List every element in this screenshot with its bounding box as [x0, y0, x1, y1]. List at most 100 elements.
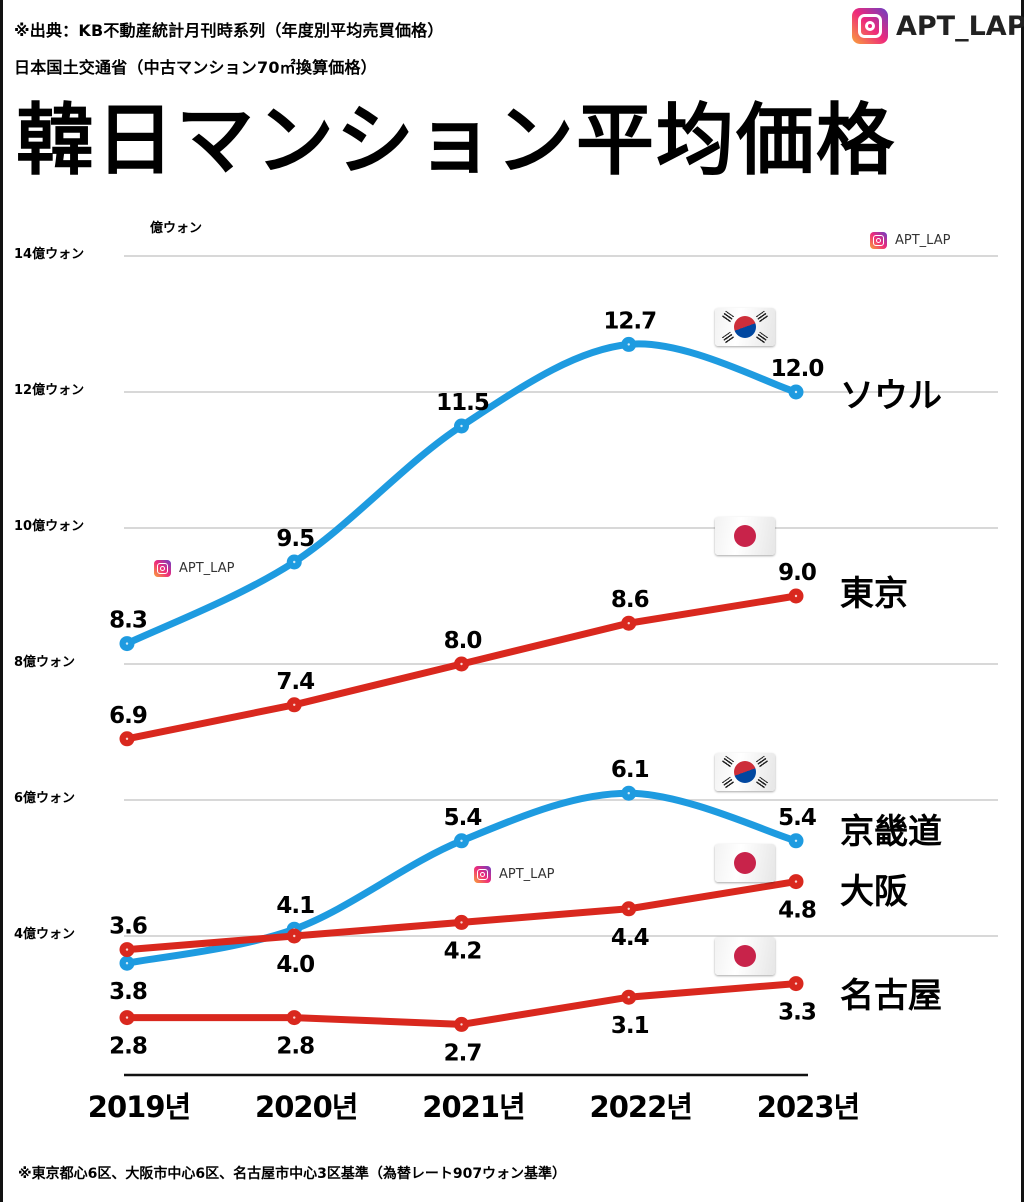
data-label: 8.0 — [444, 628, 482, 654]
data-label: 2.8 — [276, 1034, 314, 1060]
instagram-icon — [154, 560, 171, 577]
series-大阪: 3.6 4.0 4.2 4.4 4.8 — [109, 874, 817, 978]
y-tick-label: 8億ウォン — [14, 654, 75, 670]
data-label: 5.4 — [444, 805, 482, 831]
y-tick-label: 10億ウォン — [14, 518, 84, 534]
data-point-center — [627, 996, 630, 999]
flag-trigram — [755, 310, 769, 323]
data-point-center — [460, 839, 463, 842]
series-ソウル: 8.3 9.5 11.5 12.7 12.0 — [109, 308, 824, 652]
data-label: 4.1 — [276, 893, 314, 919]
y-tick-label: 14億ウォン — [14, 246, 84, 262]
x-tick-label: 2019년 — [88, 1090, 190, 1124]
data-label: 6.1 — [611, 757, 649, 783]
data-label: 3.3 — [778, 1000, 816, 1026]
data-label: 7.4 — [276, 669, 314, 695]
flag-trigram — [755, 331, 769, 344]
data-label: 3.8 — [109, 979, 147, 1005]
data-label: 4.8 — [778, 898, 816, 924]
y-axis-unit-label: 億ウォン — [150, 220, 202, 236]
data-label: 4.2 — [444, 938, 482, 964]
flag-trigram — [755, 776, 769, 789]
data-point-center — [125, 737, 129, 740]
data-point-center — [293, 1016, 296, 1019]
series-name-label: 名古屋 — [840, 976, 942, 1016]
data-point-center — [627, 622, 630, 625]
data-label: 11.5 — [436, 390, 489, 416]
instagram-icon — [474, 866, 491, 883]
series-東京: 6.9 7.4 8.0 8.6 9.0 — [109, 560, 817, 747]
flag-emblem — [734, 852, 756, 874]
korea-flag-icon — [715, 753, 775, 791]
data-point-center — [460, 662, 463, 666]
watermark-text: APT_LAP — [499, 867, 555, 882]
data-point-center — [794, 594, 798, 598]
watermark: APT_LAP — [474, 866, 554, 883]
series-京畿道: 3.8 4.1 5.4 6.1 5.4 — [109, 757, 817, 1005]
data-point-center — [125, 962, 129, 965]
watermark: APT_LAP — [870, 232, 950, 249]
watermark: APT_LAP — [154, 560, 234, 577]
data-point-center — [794, 982, 798, 985]
data-label: 6.9 — [109, 703, 147, 729]
data-label: 9.0 — [778, 560, 816, 586]
korea-flag-icon — [715, 308, 775, 346]
y-tick-label: 12億ウォン — [14, 382, 84, 398]
brand-badge: APT_LAP — [852, 8, 1024, 44]
series-name-label: 京畿道 — [840, 812, 942, 852]
data-point-center — [125, 1016, 129, 1019]
data-point-center — [794, 880, 798, 883]
watermark-text: APT_LAP — [895, 233, 951, 248]
flag-emblem — [734, 525, 756, 547]
flag-trigram — [721, 331, 735, 344]
series-名古屋: 2.8 2.8 2.7 3.1 3.3 — [109, 976, 817, 1066]
series-name-label: 大阪 — [840, 872, 908, 912]
data-label: 2.7 — [444, 1040, 482, 1066]
data-label: 12.7 — [603, 308, 656, 334]
footnote: ※東京都心6区、大阪市中心6区、名古屋市中心3区基準（為替レート907ウォン基準… — [18, 1166, 567, 1182]
data-point-center — [293, 703, 296, 706]
flag-trigram — [755, 755, 769, 768]
data-label: 3.1 — [611, 1013, 649, 1039]
data-point-center — [293, 934, 296, 938]
data-label: 4.0 — [276, 952, 314, 978]
flag-emblem — [734, 761, 756, 783]
data-point-center — [627, 343, 630, 346]
data-label: 9.5 — [276, 526, 314, 552]
x-tick-label: 2021년 — [422, 1090, 524, 1124]
series-name-label: ソウル — [840, 376, 942, 416]
japan-flag-icon — [715, 517, 775, 555]
japan-flag-icon — [715, 937, 775, 975]
data-label: 12.0 — [771, 356, 824, 382]
data-label: 3.6 — [109, 914, 147, 940]
flag-trigram — [721, 776, 735, 789]
data-label: 8.3 — [109, 608, 147, 634]
x-tick-label: 2020년 — [255, 1090, 357, 1124]
data-point-center — [125, 642, 129, 645]
flag-trigram — [721, 310, 735, 323]
data-label: 2.8 — [109, 1034, 147, 1060]
x-tick-label: 2023년 — [757, 1090, 859, 1124]
source-note-kb: ※出典：KB不動産統計月刊時系列（年度別平均売買価格） — [14, 21, 444, 40]
flag-trigram — [721, 755, 735, 768]
y-tick-label: 4億ウォン — [14, 926, 75, 942]
source-note-mlit: 日本国土交通省（中古マンション70㎡換算価格） — [14, 58, 377, 77]
flag-emblem — [734, 945, 756, 967]
data-point-center — [627, 792, 630, 795]
x-tick-label: 2022년 — [590, 1090, 692, 1124]
flag-emblem — [734, 316, 756, 338]
page-title: 韓日マンション平均価格 — [16, 96, 897, 186]
data-point-center — [794, 839, 798, 842]
data-point-center — [125, 948, 129, 951]
watermark-text: APT_LAP — [179, 561, 235, 576]
data-label: 4.4 — [611, 925, 649, 951]
data-point-center — [460, 1023, 463, 1026]
data-point-center — [460, 921, 463, 924]
brand-name: APT_LAP — [896, 10, 1024, 42]
data-point-center — [794, 390, 798, 394]
data-point-center — [293, 560, 296, 564]
instagram-icon — [870, 232, 887, 249]
series-name-label: 東京 — [840, 574, 908, 614]
